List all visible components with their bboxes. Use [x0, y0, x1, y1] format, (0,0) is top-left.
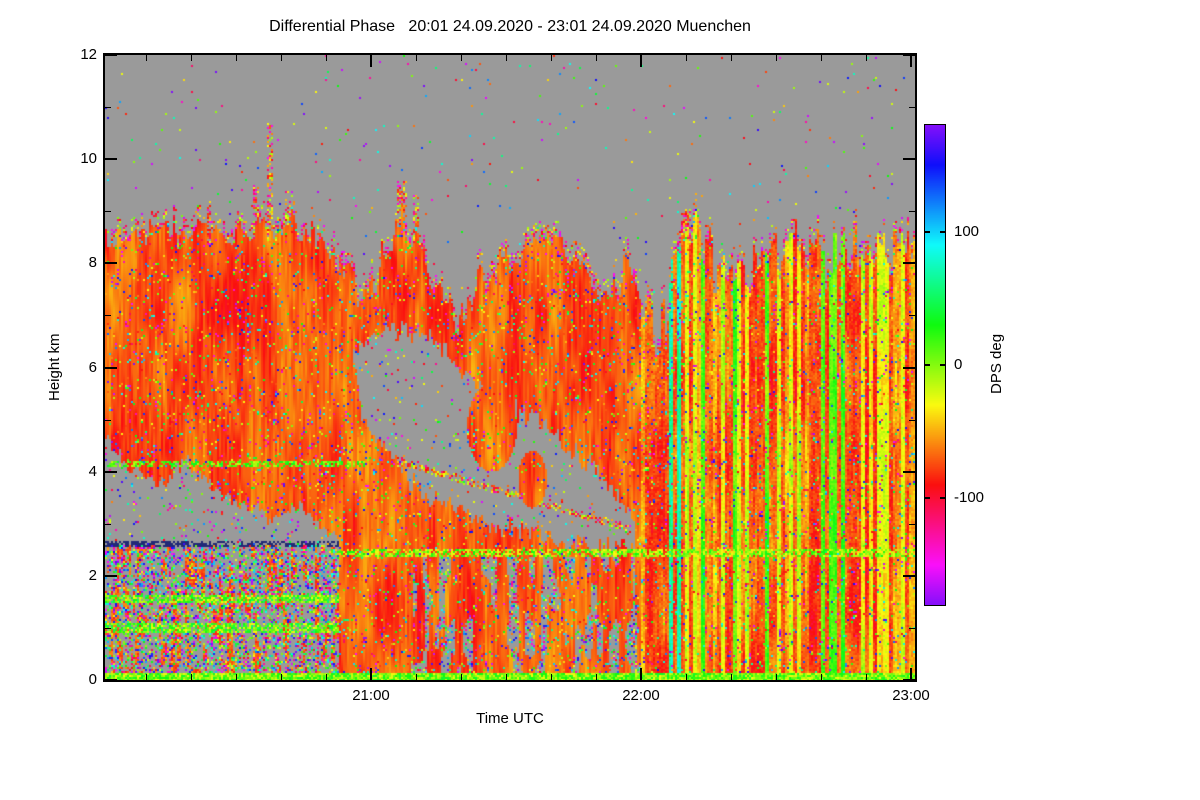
x-minor-tick-top: [731, 55, 732, 61]
x-minor-tick-top: [236, 55, 237, 61]
y-minor-tick-right: [909, 628, 915, 629]
y-minor-tick-right: [909, 420, 915, 421]
y-major-tick: [105, 54, 117, 56]
colorbar-tick-label: 100: [954, 223, 980, 240]
y-minor-tick: [105, 211, 111, 212]
x-minor-tick-top: [191, 55, 192, 61]
x-axis-label: Time UTC: [476, 710, 544, 727]
x-minor-tick-top: [686, 55, 687, 61]
colorbar-tick-label: 0: [954, 356, 963, 373]
y-major-tick-right: [903, 54, 915, 56]
chart-title: Differential Phase 20:01 24.09.2020 - 23…: [269, 18, 751, 35]
x-minor-tick: [866, 674, 867, 680]
x-minor-tick: [461, 674, 462, 680]
x-minor-tick-top: [596, 55, 597, 61]
x-minor-tick-top: [281, 55, 282, 61]
y-tick-label: 6: [88, 359, 97, 376]
colorbar-tick-right: [940, 364, 945, 366]
y-minor-tick-right: [909, 107, 915, 108]
x-minor-tick: [596, 674, 597, 680]
x-minor-tick-top: [821, 55, 822, 61]
y-minor-tick-right: [909, 524, 915, 525]
colorbar-tick-right: [940, 497, 945, 499]
x-minor-tick-top: [551, 55, 552, 61]
y-major-tick: [105, 262, 117, 264]
y-tick-label: 0: [88, 671, 97, 688]
x-minor-tick: [146, 674, 147, 680]
x-minor-tick: [776, 674, 777, 680]
y-major-tick: [105, 575, 117, 577]
y-tick-label: 10: [80, 150, 97, 167]
x-major-tick-top: [640, 55, 642, 67]
x-tick-label: 21:00: [352, 687, 390, 704]
x-minor-tick: [686, 674, 687, 680]
y-tick-label: 4: [88, 463, 97, 480]
y-minor-tick: [105, 524, 111, 525]
y-major-tick-right: [903, 367, 915, 369]
y-major-tick: [105, 471, 117, 473]
colorbar-tick: [925, 497, 930, 499]
colorbar-tick: [925, 364, 930, 366]
x-minor-tick-top: [416, 55, 417, 61]
colorbar-tick-label: -100: [954, 489, 985, 506]
x-major-tick: [910, 668, 912, 680]
x-minor-tick-top: [776, 55, 777, 61]
x-major-tick-top: [370, 55, 372, 67]
y-tick-label: 12: [80, 46, 97, 63]
x-minor-tick: [191, 674, 192, 680]
x-minor-tick: [281, 674, 282, 680]
x-minor-tick: [731, 674, 732, 680]
x-major-tick: [640, 668, 642, 680]
y-minor-tick: [105, 107, 111, 108]
x-tick-label: 23:00: [892, 687, 930, 704]
y-minor-tick: [105, 315, 111, 316]
x-minor-tick: [326, 674, 327, 680]
colorbar-tick-right: [940, 231, 945, 233]
x-major-tick-top: [910, 55, 912, 67]
colorbar-tick: [925, 231, 930, 233]
x-minor-tick-top: [146, 55, 147, 61]
x-minor-tick: [236, 674, 237, 680]
y-major-tick-right: [903, 158, 915, 160]
y-major-tick-right: [903, 262, 915, 264]
x-minor-tick-top: [461, 55, 462, 61]
plot-canvas: [105, 55, 915, 680]
y-major-tick: [105, 679, 117, 681]
y-major-tick-right: [903, 575, 915, 577]
y-major-tick: [105, 367, 117, 369]
x-minor-tick-top: [326, 55, 327, 61]
x-minor-tick-top: [506, 55, 507, 61]
y-minor-tick: [105, 628, 111, 629]
y-major-tick-right: [903, 679, 915, 681]
plot-frame: [103, 53, 917, 682]
y-minor-tick-right: [909, 211, 915, 212]
x-minor-tick: [551, 674, 552, 680]
y-minor-tick: [105, 420, 111, 421]
x-minor-tick: [416, 674, 417, 680]
x-major-tick: [370, 668, 372, 680]
x-tick-label: 22:00: [622, 687, 660, 704]
colorbar-frame: [924, 124, 946, 606]
y-major-tick-right: [903, 471, 915, 473]
colorbar-canvas: [925, 125, 945, 605]
y-minor-tick-right: [909, 315, 915, 316]
y-major-tick: [105, 158, 117, 160]
x-minor-tick: [506, 674, 507, 680]
x-minor-tick-top: [866, 55, 867, 61]
x-minor-tick: [821, 674, 822, 680]
y-tick-label: 2: [88, 567, 97, 584]
y-tick-label: 8: [88, 254, 97, 271]
